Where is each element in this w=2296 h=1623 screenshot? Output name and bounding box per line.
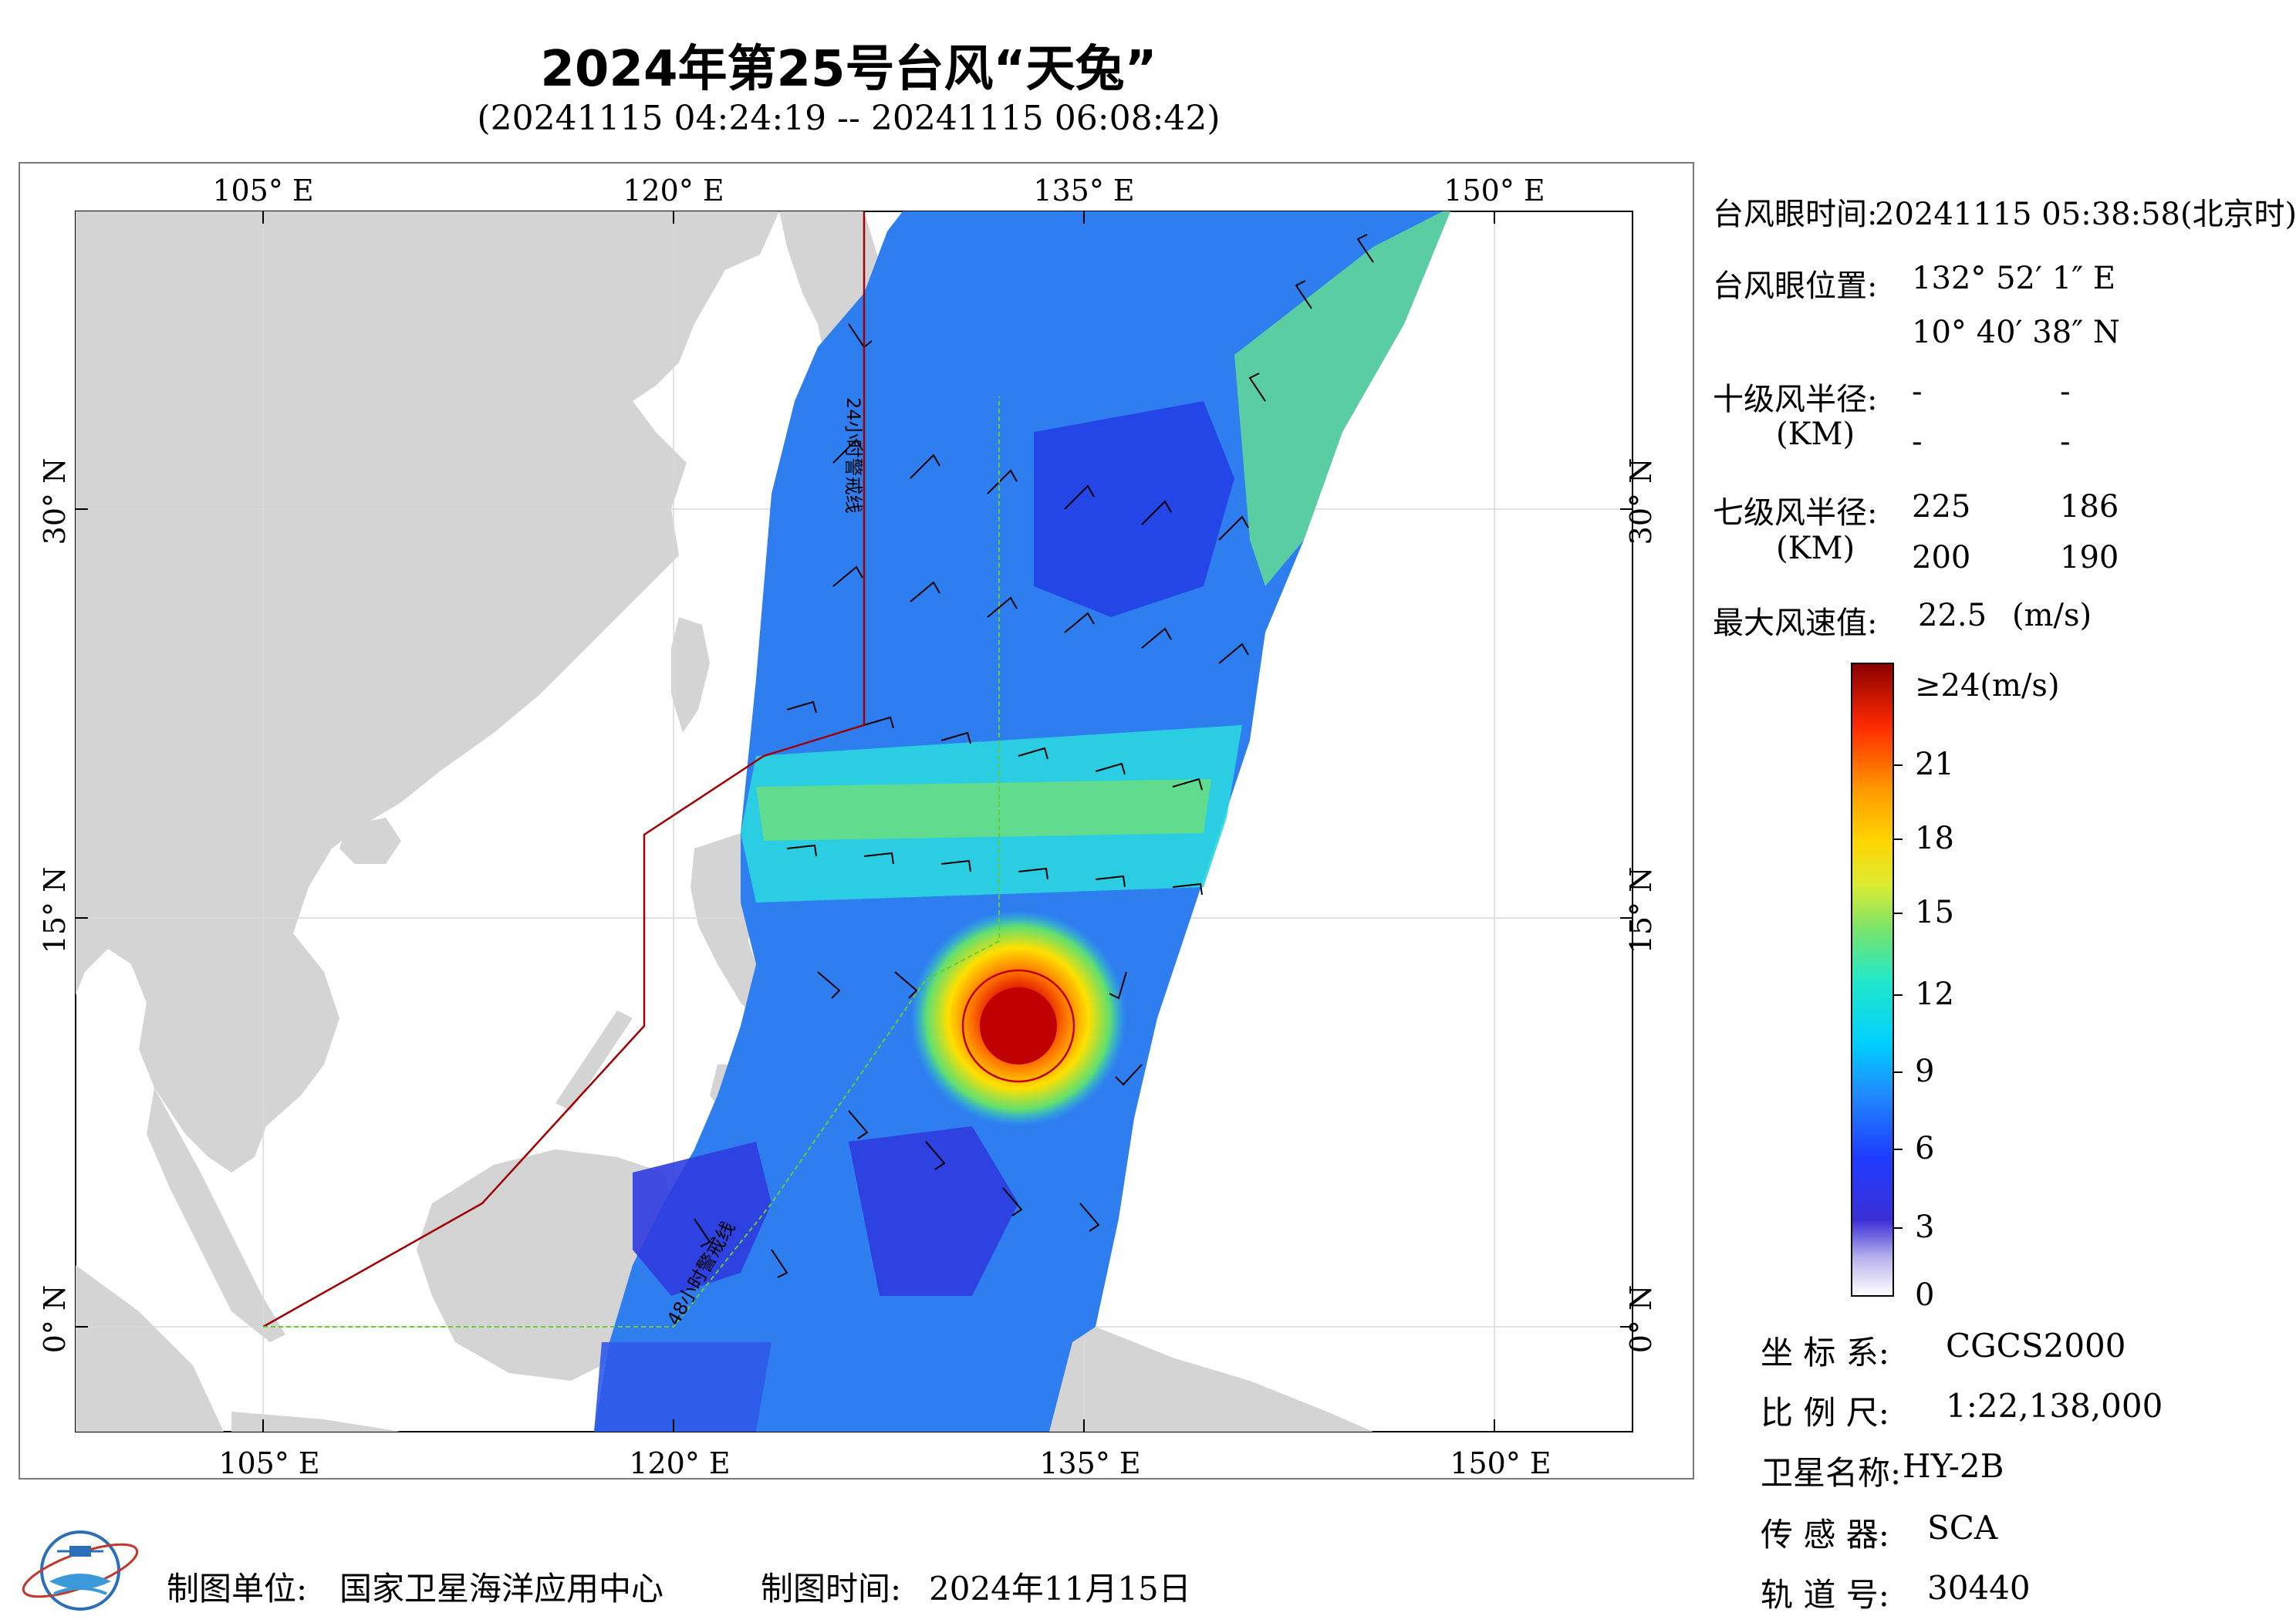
orbit-value: 30440 <box>1927 1569 2031 1607</box>
warning-line-48h <box>263 396 1000 1328</box>
r7-unit: (KM) <box>1776 531 1855 566</box>
colorbar-label-15: 15 <box>1915 895 1954 930</box>
wind-barbs <box>694 234 1374 1278</box>
max-wind-unit: (m/s) <box>2012 598 2092 633</box>
satellite-label: 卫星名称: <box>1761 1454 1902 1492</box>
lat-label-right-0: 30° N <box>1624 458 1658 545</box>
colorbar-label-21: 21 <box>1915 747 1954 782</box>
lat-label-right-2: 0° N <box>1624 1285 1658 1354</box>
r7-value-3: 200 <box>1912 540 1971 575</box>
lat-labels-left: 30° N 15° N 0° N <box>38 458 72 1354</box>
max-wind-value: 22.5 <box>1918 598 1987 633</box>
eye-time-label: 台风眼时间: <box>1713 197 1878 232</box>
nsoas-logo-icon <box>22 1530 139 1611</box>
r10-value-2: - <box>2060 374 2071 410</box>
swath-dark-patch-1 <box>1034 401 1234 617</box>
eye-time-value: 20241115 05:38:58(北京时) <box>1875 197 2296 232</box>
sensor-label: 传 感 器: <box>1761 1516 1889 1554</box>
colorbar-label-12: 12 <box>1915 977 1954 1012</box>
lat-labels-right: 30° N 15° N 0° N <box>1624 458 1658 1354</box>
colorbar <box>1851 663 1894 1297</box>
sumatra <box>76 1265 224 1432</box>
orbit-label: 轨 道 号: <box>1761 1576 1889 1614</box>
lon-label-top-3: 150° E <box>1443 174 1545 208</box>
date-label: 制图时间: <box>761 1570 902 1608</box>
lat-label-left-2: 0° N <box>38 1285 72 1354</box>
warning-line-24h-label: 24小时警戒线 <box>842 397 864 514</box>
lat-label-left-0: 30° N <box>38 458 72 545</box>
swath-west-patch <box>594 1342 772 1432</box>
r7-value-2: 186 <box>2060 489 2119 525</box>
swath-dark-patch-2 <box>633 1142 772 1296</box>
lon-label-bottom-1: 120° E <box>629 1446 730 1480</box>
lat-label-left-1: 15° N <box>38 867 72 954</box>
swath-green-band <box>756 779 1211 841</box>
malay-peninsula <box>147 1088 285 1342</box>
r10-label: 十级风半径: <box>1713 382 1878 417</box>
eye-pos-label: 台风眼位置: <box>1713 268 1878 304</box>
map-subtitle: (20241115 04:24:19 -- 20241115 06:08:42) <box>477 99 1221 138</box>
r10-value-4: - <box>2060 424 2071 460</box>
palawan <box>555 1011 633 1111</box>
borneo <box>417 1149 679 1381</box>
hainan <box>339 818 401 864</box>
lon-label-bottom-3: 150° E <box>1450 1446 1551 1480</box>
lon-label-top-2: 135° E <box>1033 174 1134 208</box>
swath-ne-band <box>1234 211 1450 586</box>
eye-lon-value: 132° 52′ 1″ E <box>1912 261 2116 296</box>
r7-label: 七级风半径: <box>1713 495 1878 531</box>
taiwan <box>671 617 710 733</box>
colorbar-label-6: 6 <box>1915 1131 1935 1166</box>
map-title: 2024年第25号台风“天兔” <box>540 41 1157 98</box>
wind-swath <box>594 211 1450 1432</box>
lon-label-top-0: 105° E <box>212 174 313 208</box>
lon-label-bottom-2: 135° E <box>1039 1446 1140 1480</box>
map-frame <box>19 162 1694 1480</box>
maker-label: 制图单位: <box>167 1570 308 1608</box>
r7-value-1: 225 <box>1912 489 1971 525</box>
new-guinea <box>1011 1319 1373 1432</box>
lon-labels-top: 105° E 120° E 135° E 150° E <box>212 174 1545 208</box>
r10-value-1: - <box>1912 374 1923 410</box>
lat-label-right-1: 15° N <box>1624 867 1658 954</box>
asia-mainland <box>76 211 779 1173</box>
warning-line-24h <box>262 211 866 1328</box>
colorbar-label-3: 3 <box>1915 1210 1935 1245</box>
colorbar-label-24: ≥24(m/s) <box>1915 668 2060 704</box>
sensor-value: SCA <box>1927 1509 1998 1547</box>
r7-value-4: 190 <box>2060 540 2119 575</box>
colorbar-label-18: 18 <box>1915 821 1954 856</box>
scale-label: 比 例 尺: <box>1761 1394 1889 1432</box>
r10-value-3: - <box>1912 424 1923 460</box>
maker-value: 国家卫星海洋应用中心 <box>339 1570 664 1608</box>
eye-lat-value: 10° 40′ 38″ N <box>1912 315 2120 350</box>
lon-label-top-1: 120° E <box>623 174 724 208</box>
colorbar-ticks <box>1893 764 1903 1229</box>
java <box>231 1412 401 1432</box>
scale-value: 1:22,138,000 <box>1946 1387 2163 1425</box>
typhoon-core <box>980 987 1057 1065</box>
satellite-value: HY-2B <box>1903 1447 2004 1485</box>
tick-marks <box>76 211 1633 1432</box>
swath-dark-patch-3 <box>849 1126 1018 1296</box>
crs-label: 坐 标 系: <box>1761 1334 1889 1372</box>
luzon <box>690 833 810 1049</box>
max-wind-label: 最大风速值: <box>1713 606 1878 641</box>
date-value: 2024年11月15日 <box>929 1570 1191 1608</box>
typhoon-wind-radius <box>961 969 1075 1083</box>
colorbar-label-0: 0 <box>1915 1277 1935 1313</box>
crs-value: CGCS2000 <box>1946 1327 2126 1365</box>
r10-unit: (KM) <box>1776 417 1855 452</box>
lon-label-bottom-0: 105° E <box>218 1446 319 1480</box>
colorbar-label-9: 9 <box>1915 1054 1935 1089</box>
lon-labels-bottom: 105° E 120° E 135° E 150° E <box>218 1446 1551 1480</box>
